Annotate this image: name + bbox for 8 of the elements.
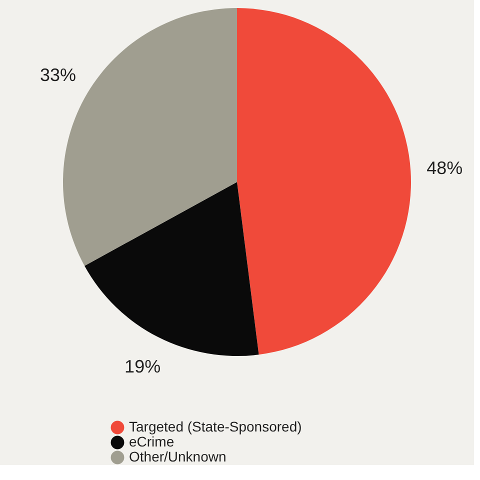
data-label: 19% — [124, 356, 161, 376]
legend-label: Other/Unknown — [129, 448, 226, 464]
legend-label: Targeted (State-Sponsored) — [129, 418, 302, 434]
data-label: 48% — [426, 158, 463, 178]
legend-label: eCrime — [129, 434, 174, 450]
pie-slice — [237, 8, 411, 355]
data-label: 33% — [40, 65, 76, 86]
pie-slice — [84, 182, 259, 356]
